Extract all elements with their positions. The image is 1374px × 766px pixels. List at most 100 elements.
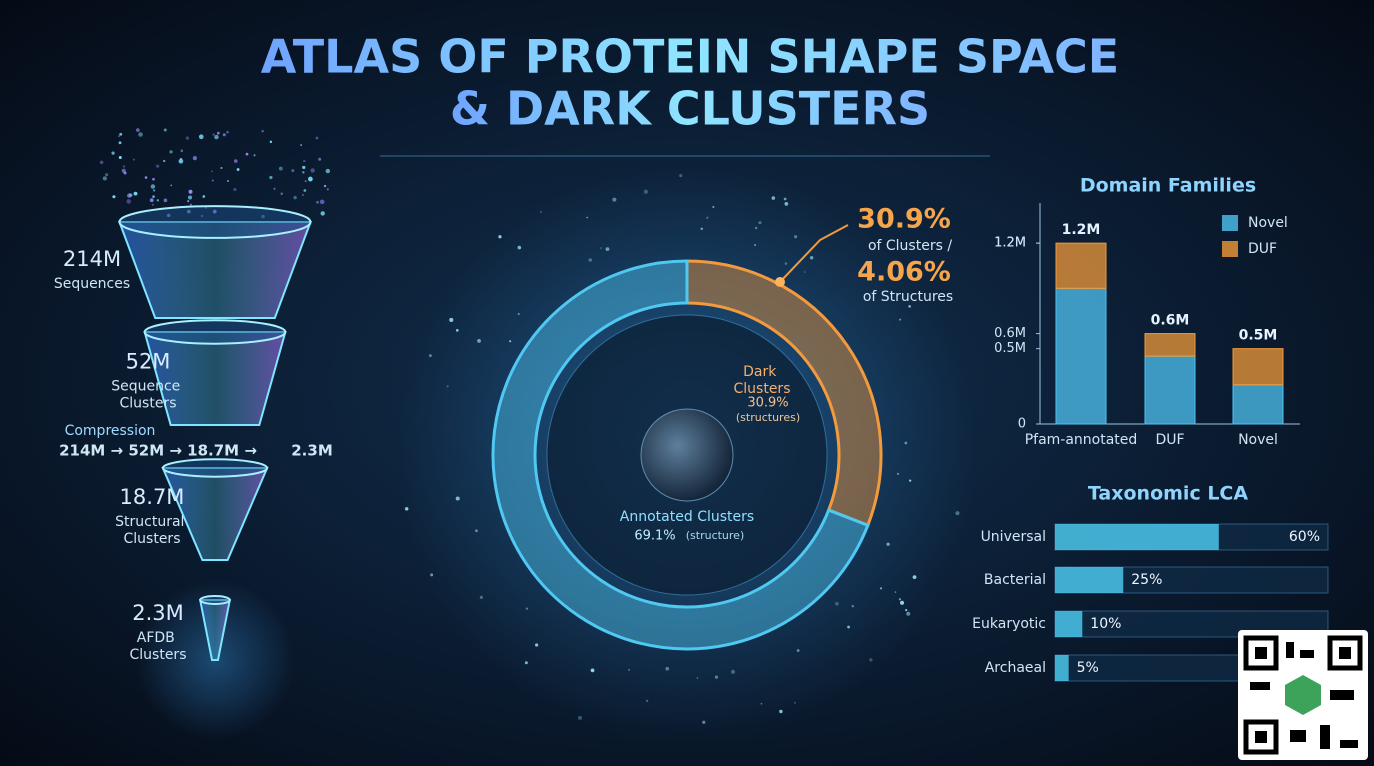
- particle: [771, 196, 776, 200]
- particle: [144, 176, 148, 179]
- particle: [847, 625, 850, 629]
- particle: [163, 128, 167, 132]
- stage-label: AFDB Clusters: [130, 630, 187, 663]
- particle: [187, 200, 190, 203]
- bar-segment: [1144, 333, 1196, 357]
- particle: [302, 165, 306, 170]
- callout-line: [779, 224, 849, 283]
- y-tick-label: 0.6M: [994, 326, 1026, 341]
- slice-note: (structure): [686, 529, 745, 542]
- particle: [216, 131, 220, 135]
- particle: [323, 184, 327, 188]
- particle: [152, 195, 155, 198]
- slice-note: (structures): [736, 411, 800, 424]
- particle: [955, 511, 960, 516]
- particle: [308, 176, 313, 182]
- particle: [577, 715, 582, 720]
- particle: [122, 165, 126, 168]
- particle: [477, 339, 481, 343]
- y-tick-label: 0: [1018, 417, 1026, 432]
- particle: [714, 675, 719, 679]
- annotation-text: 214M → 52M → 18.7M →: [59, 442, 257, 460]
- particle: [117, 135, 121, 138]
- y-tick-label: 1.2M: [994, 236, 1026, 251]
- particle: [253, 154, 256, 157]
- particle: [475, 529, 478, 533]
- legend-swatch: [1222, 241, 1238, 257]
- particle: [291, 169, 295, 173]
- category-label: Eukaryotic: [972, 616, 1046, 632]
- particle: [293, 195, 297, 200]
- particle: [303, 189, 307, 192]
- particle: [198, 134, 204, 140]
- particle: [794, 235, 798, 239]
- particle: [189, 203, 193, 206]
- particle: [851, 604, 855, 608]
- particle: [905, 609, 908, 612]
- particle: [524, 661, 528, 665]
- particle: [665, 666, 670, 671]
- legend-swatch: [1222, 215, 1238, 231]
- particle: [879, 587, 883, 590]
- stage-value: 214M: [63, 247, 121, 271]
- particle: [273, 187, 276, 190]
- particle: [779, 709, 783, 714]
- particle: [455, 329, 459, 332]
- particle: [754, 226, 758, 230]
- funnel-rim: [118, 205, 312, 239]
- callout-text: of Clusters /: [868, 238, 952, 254]
- particle: [163, 159, 166, 163]
- particle: [730, 669, 736, 674]
- bar-segment: [1232, 384, 1284, 425]
- slice-value: 30.9%: [747, 396, 788, 411]
- particle: [449, 317, 454, 323]
- x-tick-label: DUF: [1155, 432, 1184, 448]
- legend-label: DUF: [1248, 241, 1277, 257]
- particle: [121, 168, 126, 173]
- particle: [535, 643, 539, 647]
- particle: [700, 227, 703, 230]
- particle: [894, 591, 897, 593]
- slice-label: Annotated Clusters: [620, 509, 754, 525]
- particle: [783, 197, 787, 201]
- particle: [118, 141, 122, 145]
- particle: [758, 221, 762, 225]
- particle: [869, 658, 873, 662]
- total-label: 1.2M: [1062, 222, 1101, 238]
- particle: [132, 158, 135, 161]
- particle: [304, 180, 307, 183]
- particle: [150, 184, 156, 189]
- particle: [612, 197, 617, 202]
- total-label: 0.6M: [1151, 313, 1190, 329]
- particle: [897, 472, 900, 475]
- bar-segment: [1055, 287, 1107, 425]
- bar: [1055, 567, 1124, 593]
- particle: [517, 245, 522, 250]
- particle: [446, 385, 449, 388]
- particle: [214, 134, 219, 140]
- particle: [211, 179, 214, 182]
- particle: [588, 258, 592, 262]
- particle: [784, 202, 789, 206]
- particle: [152, 177, 155, 181]
- particle: [156, 164, 160, 168]
- particle: [178, 158, 184, 164]
- particle: [269, 175, 273, 180]
- particle: [226, 180, 229, 183]
- value-label: 60%: [1289, 529, 1320, 545]
- qr-code: [1238, 630, 1368, 760]
- slice-label: Dark Clusters: [734, 364, 791, 397]
- particle: [188, 189, 193, 194]
- callout-value: 30.9%: [857, 204, 951, 235]
- particle: [784, 262, 788, 265]
- stage-label: Sequence Clusters: [111, 379, 185, 412]
- particle: [754, 244, 756, 246]
- bar-segment: [1232, 348, 1284, 386]
- value-label: 10%: [1090, 616, 1121, 632]
- callout-dot: [775, 277, 785, 287]
- particle: [220, 166, 223, 169]
- particle: [316, 200, 320, 204]
- particle: [428, 354, 432, 358]
- particle: [319, 199, 325, 205]
- particle: [712, 205, 715, 208]
